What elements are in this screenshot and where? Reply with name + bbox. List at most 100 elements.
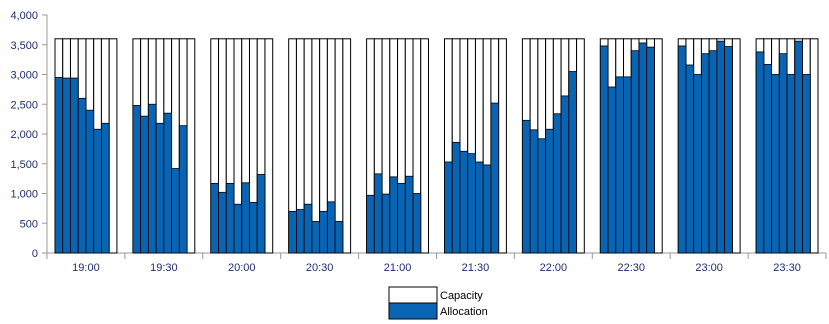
allocation-bar (537, 138, 547, 254)
y-tick-label: 500 (20, 218, 38, 230)
allocation-bar (366, 194, 375, 254)
allocation-bar (444, 161, 453, 254)
allocation-bar (85, 109, 95, 254)
allocation-bar (256, 174, 266, 254)
allocation-bar (319, 210, 328, 254)
allocation-bar (545, 128, 554, 254)
capacity-bar (653, 38, 663, 254)
legend-label-allocation: Allocation (440, 306, 488, 318)
y-tick-label: 1,000 (10, 189, 38, 201)
allocation-bar (615, 76, 624, 254)
allocation-bar (233, 203, 243, 254)
x-tick-label: 21:00 (384, 262, 412, 274)
allocation-bar (716, 40, 726, 254)
allocation-bar (210, 182, 219, 254)
allocation-bar (794, 40, 803, 254)
capacity-bar (342, 38, 352, 254)
allocation-bar (467, 153, 476, 254)
capacity-bar (809, 38, 819, 254)
allocation-bar (630, 50, 640, 254)
allocation-bar (522, 119, 531, 254)
allocation-bar (62, 77, 71, 254)
x-tick-label: 23:30 (773, 262, 801, 274)
allocation-bar (241, 182, 250, 254)
x-axis: 19:00 19:30 20:00 20:30 21:00 21:30 22:00 22:30… (46, 252, 827, 274)
y-tick-label: 3,000 (10, 70, 38, 82)
allocation-bar (568, 71, 577, 254)
legend-swatch-capacity (388, 286, 438, 304)
allocation-bar (70, 77, 79, 254)
allocation-bar (373, 173, 383, 254)
plot-area (54, 38, 819, 254)
allocation-bar (381, 193, 391, 254)
capacity-bar (576, 38, 585, 254)
allocation-bar (163, 112, 172, 254)
allocation-bar (607, 86, 617, 254)
allocation-bar (132, 105, 142, 254)
allocation-bar (475, 161, 484, 254)
allocation-bar (147, 103, 157, 254)
allocation-bar (303, 203, 313, 254)
allocation-bar (685, 64, 695, 254)
capacity-bar (108, 38, 118, 254)
allocation-bar (178, 125, 188, 254)
allocation-bar (599, 45, 609, 254)
x-tick-label: 21:30 (462, 262, 490, 274)
allocation-bar (101, 122, 110, 254)
capacity-bar (264, 38, 274, 254)
allocation-bar (482, 164, 492, 254)
allocation-bar (459, 150, 469, 254)
allocation-bar (646, 46, 655, 254)
allocation-bar (552, 113, 562, 254)
allocation-bar (701, 53, 710, 254)
legend-swatch-allocation (388, 302, 438, 320)
allocation-bar (77, 97, 87, 254)
allocation-bar (334, 221, 344, 254)
allocation-bar (755, 51, 765, 254)
legend: Capacity Allocation (388, 286, 488, 320)
allocation-bar (288, 210, 297, 254)
allocation-bar (560, 95, 570, 254)
capacity-bar (498, 38, 507, 254)
x-tick-label: 22:00 (540, 262, 568, 274)
allocation-bar (225, 182, 235, 254)
capacity-bar (186, 38, 196, 254)
allocation-bar (412, 193, 422, 254)
allocation-bar (296, 209, 305, 254)
allocation-bar (218, 191, 227, 254)
allocation-bar (708, 50, 718, 254)
allocation-bar (404, 175, 414, 254)
allocation-bar (397, 182, 406, 254)
legend-label-capacity: Capacity (440, 290, 483, 302)
allocation-bar (802, 74, 811, 254)
y-tick-label: 1,500 (10, 159, 38, 171)
y-tick-label: 4,000 (10, 10, 38, 22)
y-axis: 0 500 1,000 1,500 2,000 2,500 3,000 3,500 4,000 (10, 10, 48, 260)
allocation-bar (623, 76, 632, 254)
allocation-bar (140, 115, 149, 254)
x-tick-label: 19:30 (150, 262, 178, 274)
y-tick-label: 0 (32, 248, 38, 260)
y-tick-label: 2,500 (10, 99, 38, 111)
y-tick-label: 3,500 (10, 40, 38, 52)
capacity-bar (420, 38, 430, 254)
x-tick-label: 22:30 (617, 262, 645, 274)
allocation-bar (389, 176, 398, 254)
allocation-bar (724, 46, 733, 254)
x-tick-label: 20:30 (306, 262, 334, 274)
x-tick-label: 23:00 (695, 262, 723, 274)
allocation-bar (171, 168, 180, 254)
allocation-bar (638, 42, 648, 254)
allocation-bar (677, 45, 687, 254)
allocation-bar (93, 128, 102, 254)
allocation-bar (249, 202, 258, 254)
allocation-bar (326, 201, 336, 254)
allocation-bar (529, 129, 539, 254)
allocation-bar (693, 74, 702, 254)
allocation-bar (786, 74, 796, 254)
x-tick-label: 19:00 (72, 262, 100, 274)
allocation-bar (778, 53, 788, 254)
allocation-bar (490, 102, 500, 254)
x-tick-label: 20:00 (228, 262, 256, 274)
y-tick-label: 2,000 (10, 129, 38, 141)
